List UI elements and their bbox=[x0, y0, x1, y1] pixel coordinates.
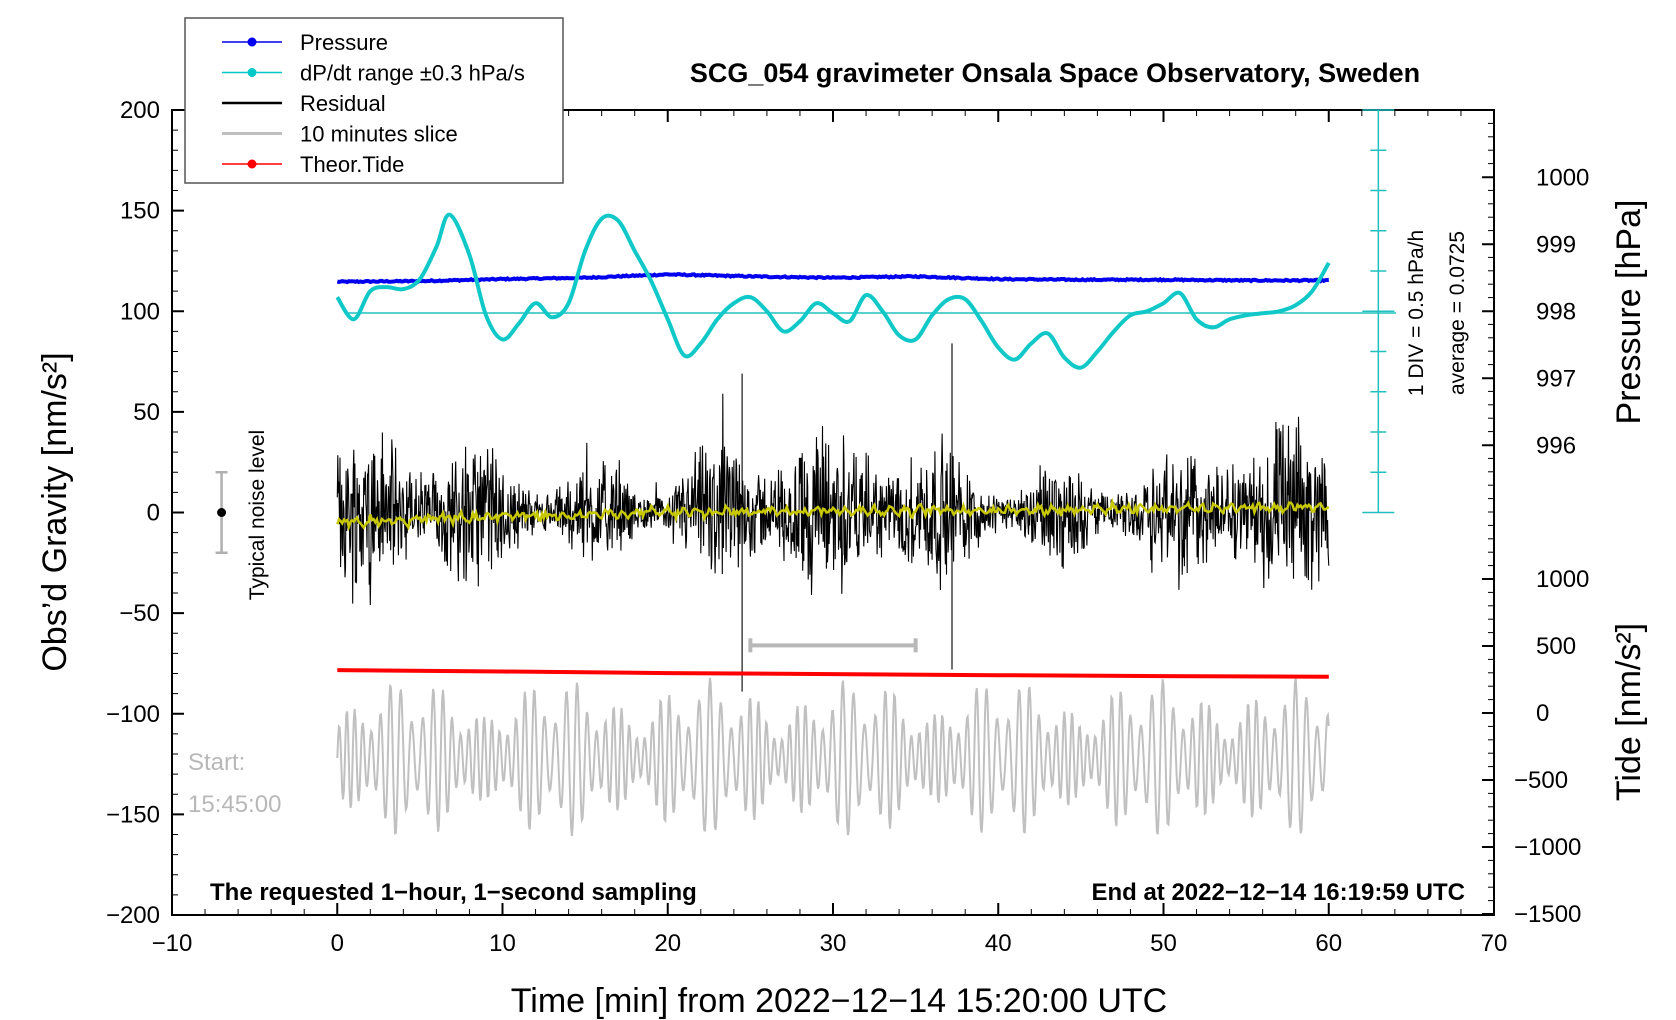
pressure-tick-label: 999 bbox=[1536, 231, 1576, 258]
y-tick-label: −200 bbox=[106, 902, 160, 929]
x-axis-label: Time [min] from 2022−12−14 15:20:00 UTC bbox=[511, 982, 1167, 1020]
noise-bar-dot bbox=[217, 508, 227, 517]
tide-tick-label: −1000 bbox=[1514, 834, 1581, 861]
x-tick-label: −10 bbox=[152, 930, 193, 957]
chart-title: SCG_054 gravimeter Onsala Space Observat… bbox=[690, 58, 1420, 88]
dpdt-scale-axis bbox=[1362, 109, 1395, 514]
y-tick-label: 150 bbox=[120, 198, 160, 225]
legend-marker bbox=[247, 68, 257, 77]
y-tick-label: 200 bbox=[120, 97, 160, 124]
dpdt-average-label: average = 0.0725 bbox=[1446, 231, 1469, 395]
pressure-series-line bbox=[336, 272, 1329, 285]
tide-series-line bbox=[337, 668, 1329, 679]
pressure-tick-label: 998 bbox=[1536, 298, 1576, 325]
x-tick-label: 20 bbox=[654, 930, 681, 957]
dpdt-series-line bbox=[335, 212, 1331, 370]
dpdt-scale-label: 1 DIV = 0.5 hPa/h bbox=[1405, 230, 1428, 396]
y-tick-label: −100 bbox=[106, 701, 160, 728]
slice-series-line bbox=[336, 677, 1330, 836]
footer-right-note: End at 2022−12−14 16:19:59 UTC bbox=[1091, 879, 1465, 906]
tide-tick-label: 0 bbox=[1536, 700, 1549, 727]
tide-axis-ticks: −1500 −1000 −500 0 500 1000 bbox=[1482, 566, 1589, 928]
legend-label: 10 minutes slice bbox=[300, 122, 458, 147]
tide-tick-label: 1000 bbox=[1536, 566, 1589, 593]
y-axis-right-ticks bbox=[1488, 109, 1494, 915]
x-tick-label: 10 bbox=[489, 930, 516, 957]
y-tick-label: 0 bbox=[147, 500, 160, 527]
pressure-axis-ticks: 996 997 998 999 1000 bbox=[1482, 164, 1589, 459]
start-label: Start: bbox=[188, 749, 245, 776]
x-axis-ticks: −10 0 10 20 30 40 50 60 70 bbox=[152, 903, 1508, 957]
pressure-axis-label: Pressure [hPa] bbox=[1610, 200, 1648, 425]
y-tick-label: 50 bbox=[133, 399, 160, 426]
pressure-tick-label: 996 bbox=[1536, 432, 1576, 459]
y-axis-left-ticks: −200 −150 −100 −50 0 50 100 150 200 bbox=[106, 97, 184, 929]
x-tick-label: 0 bbox=[331, 930, 344, 957]
legend-marker bbox=[247, 159, 257, 169]
residual-series-line bbox=[336, 343, 1330, 692]
legend-label: Pressure bbox=[300, 30, 388, 55]
legend-label: dP/dt range ±0.3 hPa/s bbox=[300, 61, 525, 86]
y-axis-left-label: Obs’d Gravity [nm/s²] bbox=[36, 352, 74, 671]
x-tick-label: 60 bbox=[1315, 930, 1342, 957]
slice-bracket bbox=[748, 638, 918, 653]
tide-tick-label: −1500 bbox=[1514, 901, 1581, 928]
tide-tick-label: −500 bbox=[1514, 767, 1568, 794]
legend: Pressure dP/dt range ±0.3 hPa/s Residual 10… bbox=[184, 17, 564, 184]
pressure-tick-label: 1000 bbox=[1536, 164, 1589, 191]
x-tick-label: 30 bbox=[820, 930, 847, 957]
noise-level-bar bbox=[215, 471, 228, 554]
x-tick-label: 50 bbox=[1150, 930, 1177, 957]
legend-label: Theor.Tide bbox=[300, 152, 404, 177]
smoothed-residual-line bbox=[336, 497, 1330, 532]
legend-marker bbox=[247, 37, 257, 47]
x-tick-label: 40 bbox=[985, 930, 1012, 957]
y-tick-label: −150 bbox=[106, 801, 160, 828]
x-tick-label: 70 bbox=[1481, 930, 1508, 957]
noise-level-label: Typical noise level bbox=[246, 430, 269, 600]
footer-left-note: The requested 1−hour, 1−second sampling bbox=[210, 879, 697, 906]
tide-tick-label: 500 bbox=[1536, 633, 1576, 660]
start-time: 15:45:00 bbox=[188, 791, 281, 818]
legend-label: Residual bbox=[300, 91, 386, 116]
pressure-tick-label: 997 bbox=[1536, 365, 1576, 392]
y-tick-label: −50 bbox=[119, 600, 160, 627]
legend-box bbox=[184, 17, 564, 184]
y-tick-label: 100 bbox=[120, 298, 160, 325]
tide-axis-label: Tide [nm/s²] bbox=[1610, 623, 1648, 801]
